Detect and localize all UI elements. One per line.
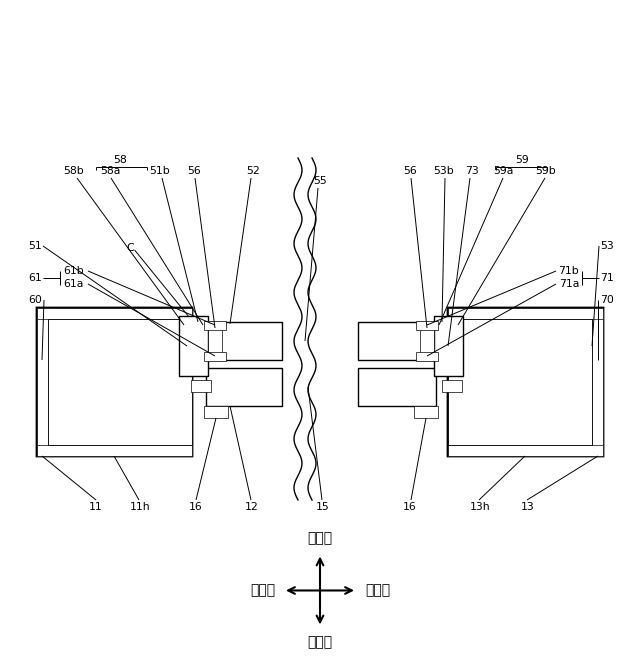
Text: 11h: 11h — [130, 502, 150, 512]
Bar — [452, 316, 463, 376]
Text: 51b: 51b — [150, 166, 170, 176]
Bar — [420, 328, 434, 354]
Text: 71a: 71a — [559, 279, 579, 289]
Bar — [191, 380, 211, 392]
Bar — [442, 380, 462, 392]
Bar — [37, 308, 192, 319]
Text: 15: 15 — [316, 502, 330, 512]
FancyBboxPatch shape — [448, 308, 603, 456]
Text: 58a: 58a — [100, 166, 120, 176]
Text: 61b: 61b — [63, 266, 84, 276]
Text: 59: 59 — [515, 155, 529, 165]
Bar — [206, 322, 282, 360]
Text: 前方向: 前方向 — [307, 531, 333, 546]
Text: 58: 58 — [113, 155, 127, 165]
Text: 60: 60 — [28, 295, 42, 305]
Bar — [448, 319, 592, 445]
Bar — [434, 316, 463, 327]
Text: 52: 52 — [246, 166, 260, 176]
Text: 53b: 53b — [434, 166, 454, 176]
Text: 56: 56 — [403, 166, 417, 176]
Bar — [416, 352, 438, 361]
Bar — [434, 365, 463, 376]
Bar — [434, 316, 463, 376]
Bar — [179, 316, 208, 327]
Bar — [190, 320, 206, 372]
Bar — [179, 365, 208, 376]
Bar — [436, 320, 452, 372]
Bar — [414, 406, 438, 418]
Bar — [448, 308, 603, 319]
Bar — [204, 406, 228, 418]
Bar — [442, 380, 462, 392]
Text: 53: 53 — [600, 241, 614, 251]
Bar — [416, 321, 438, 330]
Bar — [436, 320, 452, 372]
Text: 59a: 59a — [493, 166, 513, 176]
Bar — [434, 316, 463, 327]
Bar — [191, 380, 211, 392]
Text: 61: 61 — [28, 273, 42, 283]
Bar — [48, 319, 192, 445]
Text: 70: 70 — [600, 295, 614, 305]
FancyBboxPatch shape — [37, 308, 192, 456]
Bar — [37, 445, 192, 456]
Bar — [208, 328, 222, 354]
Text: 56: 56 — [187, 166, 201, 176]
Text: 51: 51 — [28, 241, 42, 251]
Bar — [37, 308, 192, 319]
Bar — [434, 365, 463, 376]
Bar — [204, 321, 226, 330]
Text: C: C — [126, 243, 134, 253]
Text: 16: 16 — [403, 502, 417, 512]
Text: 13: 13 — [521, 502, 535, 512]
Text: 右方向: 右方向 — [365, 584, 390, 597]
Bar — [208, 328, 222, 354]
Bar — [204, 321, 226, 330]
Bar — [416, 352, 438, 361]
Bar — [420, 328, 434, 354]
Text: 16: 16 — [189, 502, 203, 512]
Bar — [448, 445, 603, 456]
Bar — [448, 308, 603, 319]
Bar — [37, 308, 48, 456]
Bar — [592, 308, 603, 456]
Bar — [204, 352, 226, 361]
Text: 12: 12 — [245, 502, 259, 512]
Bar — [204, 352, 226, 361]
Bar — [179, 316, 190, 376]
Bar — [414, 406, 438, 418]
Bar — [37, 308, 48, 456]
Bar — [179, 365, 208, 376]
Text: 13h: 13h — [470, 502, 490, 512]
Text: 59b: 59b — [536, 166, 556, 176]
Bar — [448, 445, 603, 456]
Bar — [179, 316, 190, 376]
Text: 73: 73 — [465, 166, 479, 176]
Bar — [416, 321, 438, 330]
Bar — [358, 368, 436, 406]
Bar — [204, 406, 228, 418]
Text: 11: 11 — [89, 502, 103, 512]
Bar — [190, 320, 206, 372]
Text: 71b: 71b — [558, 266, 579, 276]
Bar — [452, 316, 463, 376]
Text: 後方向: 後方向 — [307, 635, 333, 650]
Text: 71: 71 — [600, 273, 614, 283]
Bar — [37, 445, 192, 456]
Bar — [206, 368, 282, 406]
Bar — [179, 316, 208, 327]
Text: 左方向: 左方向 — [250, 584, 275, 597]
Bar — [358, 322, 436, 360]
Text: 61a: 61a — [63, 279, 83, 289]
Text: 55: 55 — [313, 176, 327, 186]
Bar — [179, 316, 208, 376]
Text: 58b: 58b — [63, 166, 84, 176]
Bar — [592, 308, 603, 456]
